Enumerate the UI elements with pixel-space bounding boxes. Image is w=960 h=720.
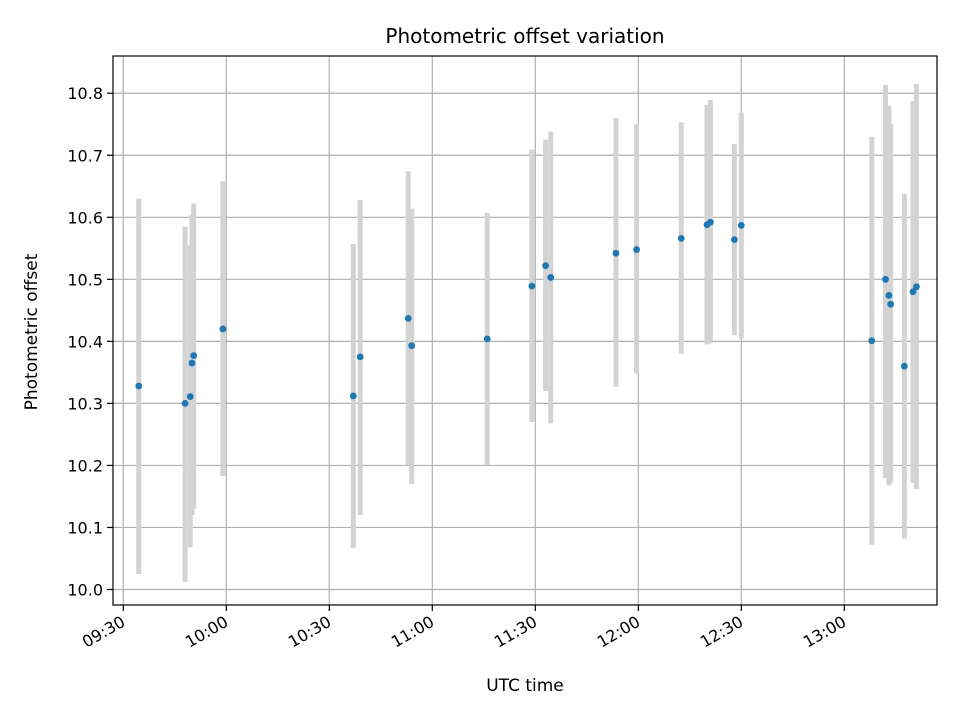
data-point [186,393,194,400]
x-tick-label: 09:30 [79,612,128,652]
data-point [909,288,917,296]
x-tick-label: 12:00 [594,612,643,652]
x-axis-title: UTC time [486,676,564,696]
data-point [349,392,357,400]
data-point [219,325,227,333]
data-point [677,234,685,242]
data-point [887,300,895,308]
data-point [188,359,196,367]
data-points [135,218,920,407]
y-tick-label: 10.3 [67,394,103,413]
y-axis-title: Photometric offset [22,253,42,410]
x-tick-label: 12:30 [697,612,746,652]
x-tick-label: 13:00 [800,612,849,652]
data-point [404,315,412,322]
data-point [547,274,555,281]
data-point [885,292,893,299]
y-tick-label: 10.4 [67,332,103,351]
data-point [731,236,738,244]
data-point [633,246,640,253]
y-tick-label: 10.7 [67,146,103,165]
y-tick-label: 10.8 [67,84,103,103]
data-point [900,362,908,370]
data-point [542,262,549,270]
x-tick-label: 10:00 [182,612,231,652]
data-point [483,335,491,343]
data-point [707,218,714,226]
data-point [356,353,364,361]
x-tick-label: 11:00 [388,612,437,652]
data-point [612,249,620,257]
data-point [135,382,143,390]
plot-frame [112,55,938,606]
data-point [190,352,198,360]
data-point [181,399,189,407]
y-tick-label: 10.0 [67,580,103,599]
chart-title: Photometric offset variation [385,24,664,48]
x-tick-label: 11:30 [491,612,540,652]
data-point [737,221,745,229]
data-point [408,342,416,350]
y-tick-label: 10.6 [67,208,103,227]
data-point [882,275,889,283]
y-tick-label: 10.2 [67,456,103,475]
data-point [868,337,876,345]
data-point [913,283,920,291]
y-tick-label: 10.5 [67,270,103,289]
data-point [528,282,536,290]
grid [113,56,937,605]
error-bars [136,83,919,583]
x-tick-label: 10:30 [285,612,334,652]
y-tick-label: 10.1 [67,518,103,537]
